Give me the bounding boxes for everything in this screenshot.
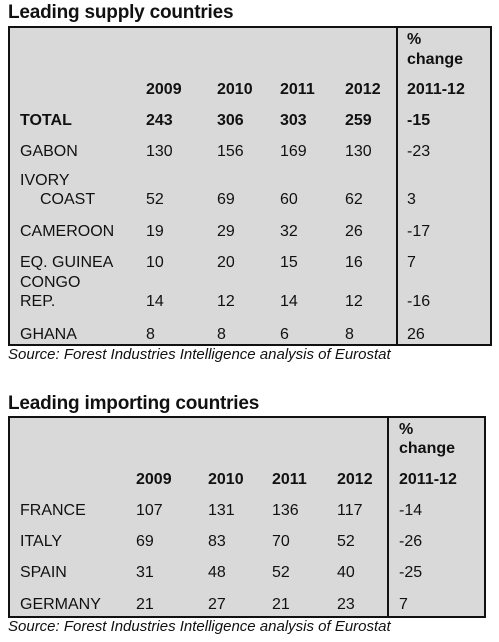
change-header-period: 2011-12: [399, 471, 457, 488]
cell-value: 20: [217, 254, 235, 271]
cell-value: 243: [146, 112, 173, 129]
cell-value: 69: [136, 533, 154, 550]
column-divider: [396, 28, 398, 344]
row-label: ITALY: [20, 533, 63, 550]
cell-value: 15: [280, 254, 298, 271]
cell-change: -25: [399, 564, 423, 581]
cell-change: -17: [407, 223, 431, 240]
row-label: SPAIN: [20, 564, 67, 581]
row-label: EQ. GUINEA: [20, 254, 114, 271]
row-label: IVORY: [20, 172, 70, 189]
cell-value: 131: [208, 502, 235, 519]
supply-table: % change 2009 2010 2011 2012 2011-12 TOT…: [8, 26, 492, 346]
row-label: GABON: [20, 143, 78, 160]
cell-value: 23: [337, 596, 355, 613]
year-header-2012: 2012: [345, 81, 381, 98]
year-header-2012: 2012: [337, 471, 373, 488]
cell-change: -15: [407, 112, 431, 129]
cell-change: -16: [407, 293, 431, 310]
cell-value: 21: [272, 596, 290, 613]
cell-value: 19: [146, 223, 164, 240]
row-label: FRANCE: [20, 502, 86, 519]
cell-value: 40: [337, 564, 355, 581]
cell-value: 169: [280, 143, 307, 160]
row-label-cont: REP.: [20, 293, 56, 310]
cell-value: 52: [146, 191, 164, 208]
supply-source-note: Source: Forest Industries Intelligence a…: [8, 346, 391, 363]
cell-value: 14: [146, 293, 164, 310]
cell-value: 8: [146, 326, 155, 343]
cell-value: 8: [345, 326, 354, 343]
cell-value: 16: [345, 254, 363, 271]
row-label-cont: COAST: [40, 191, 96, 208]
supply-table-title: Leading supply countries: [8, 2, 234, 23]
cell-value: 52: [337, 533, 355, 550]
row-label: TOTAL: [20, 112, 72, 129]
year-header-2011: 2011: [280, 81, 315, 98]
cell-value: 27: [208, 596, 226, 613]
cell-value: 60: [280, 191, 298, 208]
importing-source-note: Source: Forest Industries Intelligence a…: [8, 618, 391, 635]
cell-change: -14: [399, 502, 423, 519]
cell-value: 306: [217, 112, 244, 129]
row-label: GHANA: [20, 326, 77, 343]
cell-value: 69: [217, 191, 235, 208]
cell-value: 52: [272, 564, 290, 581]
cell-value: 48: [208, 564, 226, 581]
cell-value: 12: [217, 293, 235, 310]
year-header-2009: 2009: [136, 471, 172, 488]
cell-value: 107: [136, 502, 163, 519]
cell-value: 10: [146, 254, 164, 271]
cell-change: 7: [407, 254, 416, 271]
year-header-2010: 2010: [208, 471, 244, 488]
row-label: CAMEROON: [20, 223, 115, 240]
cell-value: 21: [136, 596, 154, 613]
cell-change: -23: [407, 143, 431, 160]
row-label: GERMANY: [20, 596, 101, 613]
cell-value: 117: [337, 502, 363, 519]
cell-value: 8: [217, 326, 226, 343]
importing-table: % change 2009 2010 2011 2012 2011-12 FRA…: [8, 416, 486, 618]
cell-value: 259: [345, 112, 372, 129]
cell-value: 136: [272, 502, 299, 519]
year-header-2009: 2009: [146, 81, 182, 98]
cell-change: 26: [407, 326, 425, 343]
change-header-percent: %: [399, 421, 414, 438]
cell-value: 130: [345, 143, 372, 160]
cell-value: 6: [280, 326, 289, 343]
cell-change: 7: [399, 596, 408, 613]
cell-value: 26: [345, 223, 363, 240]
year-header-2010: 2010: [217, 81, 253, 98]
cell-value: 130: [146, 143, 173, 160]
cell-value: 156: [217, 143, 244, 160]
cell-change: -26: [399, 533, 423, 550]
cell-value: 303: [280, 112, 307, 129]
change-header-period: 2011-12: [407, 81, 465, 98]
row-label: CONGO: [20, 274, 81, 291]
cell-value: 70: [272, 533, 290, 550]
cell-value: 29: [217, 223, 235, 240]
cell-value: 32: [280, 223, 298, 240]
cell-value: 12: [345, 293, 363, 310]
cell-value: 14: [280, 293, 298, 310]
cell-value: 83: [208, 533, 226, 550]
cell-value: 31: [136, 564, 154, 581]
cell-value: 62: [345, 191, 363, 208]
year-header-2011: 2011: [272, 471, 307, 488]
change-header-word: change: [399, 440, 456, 457]
change-header-percent: %: [407, 31, 422, 48]
importing-table-title: Leading importing countries: [8, 393, 260, 414]
column-divider: [387, 418, 389, 616]
change-header-word: change: [407, 51, 464, 68]
cell-change: 3: [407, 191, 416, 208]
